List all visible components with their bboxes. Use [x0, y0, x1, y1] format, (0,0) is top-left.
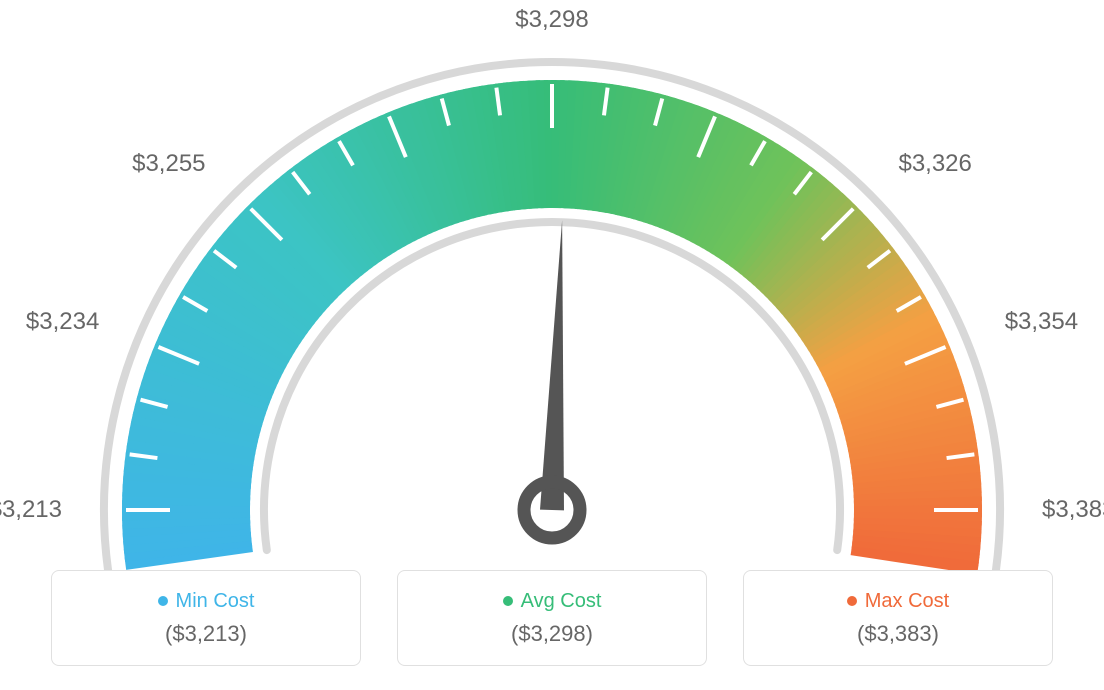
gauge-tick-label: $3,354	[1005, 308, 1078, 336]
gauge-tick-label: $3,326	[898, 150, 971, 178]
legend-top-min: Min Cost	[158, 590, 255, 613]
gauge-chart: $3,213$3,234$3,255$3,298$3,326$3,354$3,3…	[42, 30, 1062, 550]
legend-value-max: ($3,383)	[857, 621, 939, 647]
legend-card-max: Max Cost ($3,383)	[743, 570, 1053, 666]
gauge-tick-label: $3,383	[1042, 496, 1104, 524]
max-dot	[847, 596, 857, 606]
legend-value-avg: ($3,298)	[511, 621, 593, 647]
gauge-tick-label: $3,213	[0, 496, 62, 524]
legend-row: Min Cost ($3,213) Avg Cost ($3,298) Max …	[51, 570, 1053, 666]
avg-dot	[503, 596, 513, 606]
gauge-tick-label: $3,298	[515, 6, 588, 34]
legend-label-min: Min Cost	[176, 590, 255, 613]
legend-label-max: Max Cost	[865, 590, 949, 613]
legend-top-max: Max Cost	[847, 590, 949, 613]
gauge-tick-label: $3,255	[132, 150, 205, 178]
legend-label-avg: Avg Cost	[521, 590, 602, 613]
gauge-tick-label: $3,234	[26, 308, 99, 336]
legend-card-avg: Avg Cost ($3,298)	[397, 570, 707, 666]
legend-top-avg: Avg Cost	[503, 590, 602, 613]
legend-card-min: Min Cost ($3,213)	[51, 570, 361, 666]
gauge-svg	[42, 30, 1062, 570]
legend-value-min: ($3,213)	[165, 621, 247, 647]
min-dot	[158, 596, 168, 606]
